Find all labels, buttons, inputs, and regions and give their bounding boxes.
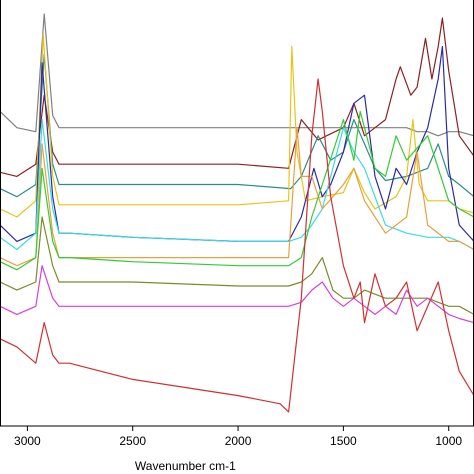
spectrum-line-5: [0, 45, 474, 242]
x-tick-label-1500: 1500: [330, 434, 357, 448]
x-tick-label-2500: 2500: [119, 434, 146, 448]
spectrum-line-7: [0, 127, 474, 267]
spectrum-line-10: [0, 265, 474, 324]
x-tick-label-1000: 1000: [435, 434, 462, 448]
x-axis-label: Wavenumber cm-1: [135, 459, 236, 473]
spectrum-line-4: [0, 33, 474, 218]
spectrum-line-3: [0, 54, 474, 198]
x-tick-label-2000: 2000: [225, 434, 252, 448]
spectrum-line-1: [0, 13, 474, 137]
series-layer: [0, 13, 474, 413]
spectrum-line-6: [0, 119, 474, 251]
x-tick-label-3000: 3000: [14, 434, 41, 448]
spectrum-line-11: [0, 78, 474, 413]
x-axis-ticks: 3000 2500 2000 1500 1000: [14, 426, 462, 448]
